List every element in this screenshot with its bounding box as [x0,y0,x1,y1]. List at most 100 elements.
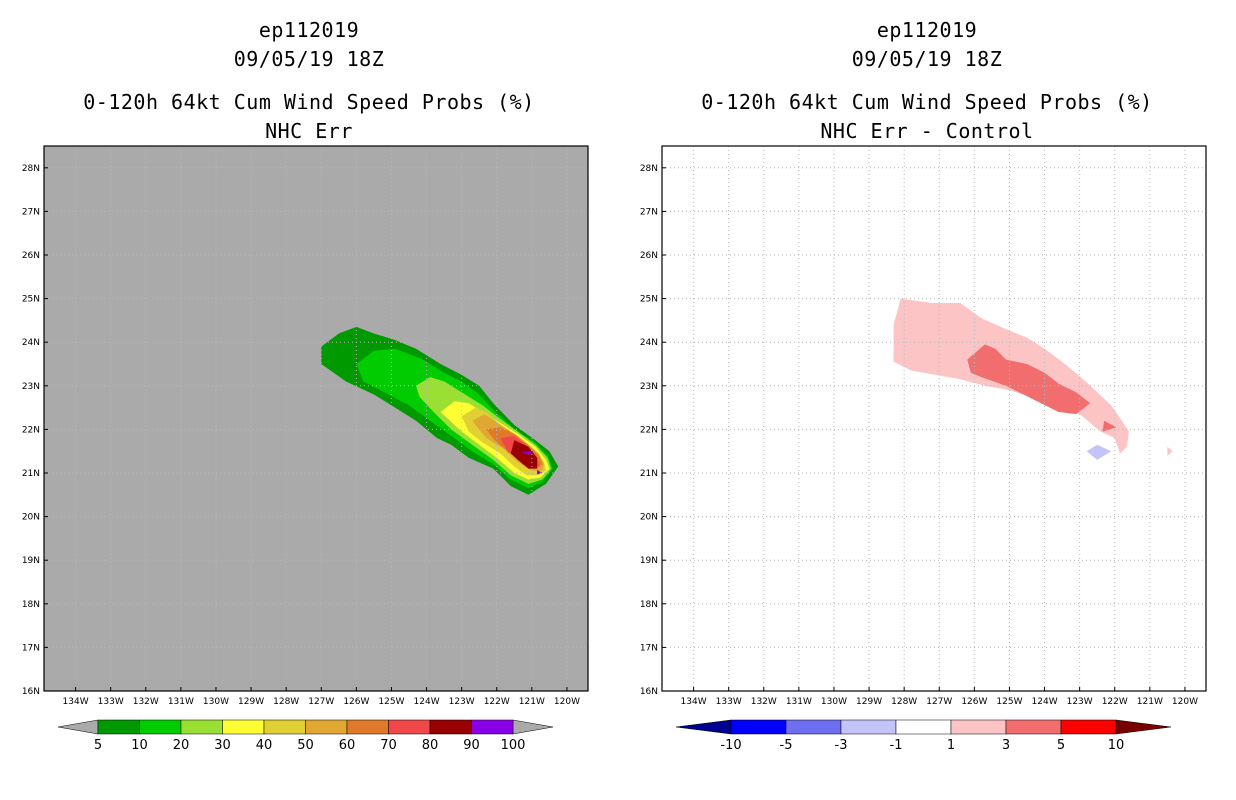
x-tick-label: 128W [891,697,917,707]
colorbar-label: 100 [501,738,526,753]
right-panel-subtitle: 0-120h 64kt Cum Wind Speed Probs (%) NHC… [627,88,1227,146]
y-tick-label: 19N [640,556,658,566]
y-tick-label: 28N [22,164,40,174]
y-tick-label: 16N [640,687,658,697]
colorbar-swatch [97,719,140,735]
product-title: 0-120h 64kt Cum Wind Speed Probs (%) [83,90,535,114]
colorbar: 5 10 20 30 40 50 60 70 80 90 100 [57,719,554,753]
x-tick-label: 133W [98,697,124,707]
y-tick-label: 27N [22,207,40,217]
x-tick-label: 120W [1172,697,1198,707]
colorbar-label: 5 [1057,738,1065,753]
colorbar-swatch [180,719,223,735]
x-tick-label: 122W [1102,697,1128,707]
contour-3 [967,344,1091,415]
x-tick-label: 134W [681,697,707,707]
y-tick-label: 20N [640,513,658,523]
colorbar-swatch [346,719,389,735]
x-tick-label: 132W [751,697,777,707]
y-tick-label: 22N [640,425,658,435]
y-tick-label: 22N [22,425,40,435]
colorbar-swatch [785,719,842,735]
storm-id: ep112019 [876,18,978,42]
colorbar-swatch [1060,719,1117,735]
y-tick-label: 26N [22,251,40,261]
colorbar: -10 -5 -3 -1 1 3 5 10 [675,719,1172,753]
x-tick-label: 121W [1137,697,1163,707]
colorbar-swatch [895,719,952,735]
colorbar-label: 50 [297,738,314,753]
x-tick-label: 121W [519,697,545,707]
y-tick-label: 25N [640,295,658,305]
colorbar-label: -5 [780,738,793,753]
y-tick-label: 25N [22,295,40,305]
y-tick-label: 16N [22,687,40,697]
date-time: 09/05/19 18Z [233,47,385,71]
colorbar-high-arrow [1115,719,1172,735]
colorbar-swatch [305,719,348,735]
x-tick-label: 134W [63,697,89,707]
colorbar-label: -3 [835,738,848,753]
y-tick-label: 23N [22,382,40,392]
right-panel-title: ep112019 09/05/19 18Z [627,16,1227,74]
colorbar-swatch [730,719,787,735]
y-tick-label: 18N [22,600,40,610]
y-tick-label: 19N [22,556,40,566]
y-tick-label: 27N [640,207,658,217]
y-tick-label: 21N [640,469,658,479]
colorbar-swatch [471,719,514,735]
x-tick-label: 129W [238,697,264,707]
colorbar-swatch [1005,719,1062,735]
plot-frame [43,145,589,692]
colorbar-label: 40 [256,738,273,753]
contour-neg1 [1086,444,1112,460]
colorbar-swatch [139,719,182,735]
x-tick-label: 125W [378,697,404,707]
colorbar-swatch [840,719,897,735]
colorbar-label: 1 [947,738,955,753]
colorbar-label: 20 [173,738,190,753]
colorbar-label: 10 [1108,738,1125,753]
colorbar-label: 70 [380,738,397,753]
x-tick-label: 132W [133,697,159,707]
x-tick-label: 127W [308,697,334,707]
colorbar-swatch [388,719,431,735]
colorbar-swatch [263,719,306,735]
left-panel-title: ep112019 09/05/19 18Z [9,16,609,74]
plot-frame [661,145,1207,692]
x-tick-label: 124W [1032,697,1058,707]
y-tick-label: 24N [22,338,40,348]
y-tick-label: 26N [640,251,658,261]
contour-3 [1102,420,1117,432]
product-variant: NHC Err - Control [820,119,1034,143]
x-tick-label: 122W [484,697,510,707]
x-tick-label: 127W [926,697,952,707]
colorbar-label: 3 [1002,738,1010,753]
date-time: 09/05/19 18Z [851,47,1003,71]
x-tick-label: 128W [273,697,299,707]
storm-id: ep112019 [258,18,360,42]
x-tick-label: 120W [554,697,580,707]
colorbar-label: -10 [720,738,741,753]
x-tick-label: 126W [343,697,369,707]
colorbar-label: 90 [463,738,480,753]
colorbar-low-arrow [675,719,732,735]
colorbar-label: -1 [890,738,903,753]
colorbar-swatch [950,719,1007,735]
map-panel-2: 134W 133W 132W 131W 130W 129W 128W 127W 126W 125W… [640,145,1207,753]
colorbar-label: 10 [131,738,148,753]
x-tick-label: 129W [856,697,882,707]
colorbar-swatch [429,719,472,735]
x-tick-label: 125W [996,697,1022,707]
plot-area [662,146,1206,691]
x-tick-label: 131W [168,697,194,707]
product-title: 0-120h 64kt Cum Wind Speed Probs (%) [701,90,1153,114]
x-tick-label: 133W [716,697,742,707]
colorbar-low-arrow [57,719,99,735]
product-variant: NHC Err [265,119,353,143]
left-panel-subtitle: 0-120h 64kt Cum Wind Speed Probs (%) NHC… [9,88,609,146]
x-tick-label: 123W [1067,697,1093,707]
contour-90 [537,469,543,475]
colorbar-swatch [222,719,265,735]
